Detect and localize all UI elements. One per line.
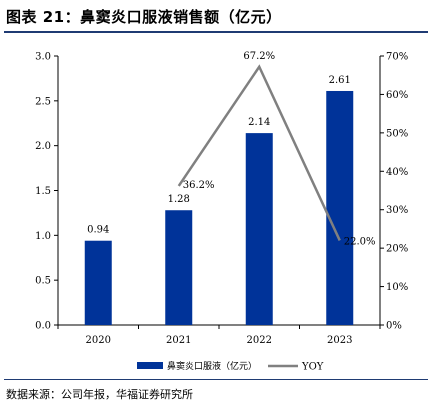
chart-legend: 鼻窦炎口服液（亿元） YOY [137, 360, 324, 373]
data-labels: 0.94 1.28 2.14 2.61 36.2% 67.2% 22.0% [87, 51, 375, 248]
legend-bar-swatch [137, 362, 163, 369]
y-right-tick-label: 70% [386, 52, 408, 63]
legend-bar-label: 鼻窦炎口服液（亿元） [167, 360, 257, 372]
y-left-tick-label: 1.5 [35, 186, 51, 197]
x-tick-label: 2022 [247, 335, 272, 346]
chart-title: 图表 21：鼻窦炎口服液销售额（亿元） [6, 8, 282, 26]
y-left-tick-label: 0.0 [35, 321, 51, 332]
y-right-tick-label: 0% [386, 321, 402, 332]
legend-line-label: YOY [301, 362, 324, 373]
title-divider [4, 31, 428, 33]
yoy-value-label: 22.0% [344, 236, 376, 247]
y-left-tick-label: 2.0 [35, 141, 51, 152]
source-note: 数据来源：公司年报，华福证券研究所 [6, 388, 193, 401]
y-left-tick-label: 3.0 [35, 52, 51, 63]
yoy-value-label: 67.2% [243, 51, 275, 62]
bar-2022 [245, 133, 273, 325]
x-tick-label: 2023 [327, 335, 352, 346]
footer-divider [4, 379, 428, 380]
combo-chart: 0.0 0.5 1.0 1.5 2.0 2.5 3.0 0% 10% 20% 30% 40% 50% 60… [35, 51, 408, 373]
y-right-tick-label: 10% [386, 282, 408, 293]
y-left-tick-label: 1.0 [35, 231, 51, 242]
bar-series [84, 90, 354, 325]
chart-axes: 0.0 0.5 1.0 1.5 2.0 2.5 3.0 0% 10% 20% 30% 40% 50% 60… [35, 52, 408, 347]
yoy-line-series [177, 64, 341, 241]
y-left-tick-label: 0.5 [35, 276, 51, 287]
y-right-tick-label: 20% [386, 244, 408, 255]
bar-value-label: 0.94 [87, 225, 109, 236]
bar-2020 [84, 240, 112, 325]
y-right-tick-label: 30% [386, 205, 408, 216]
bar-value-label: 1.28 [168, 194, 190, 205]
x-tick-label: 2021 [166, 335, 191, 346]
y-left-tick-label: 2.5 [35, 96, 51, 107]
bar-2023 [326, 90, 354, 325]
yoy-line [177, 64, 341, 241]
bar-value-label: 2.14 [248, 117, 270, 128]
yoy-value-label: 36.2% [183, 180, 215, 191]
y-right-tick-label: 50% [386, 128, 408, 139]
bar-2021 [165, 210, 193, 325]
y-right-tick-label: 40% [386, 167, 408, 178]
x-tick-label: 2020 [86, 335, 111, 346]
y-right-tick-label: 60% [386, 90, 408, 101]
bar-value-label: 2.61 [329, 75, 351, 86]
